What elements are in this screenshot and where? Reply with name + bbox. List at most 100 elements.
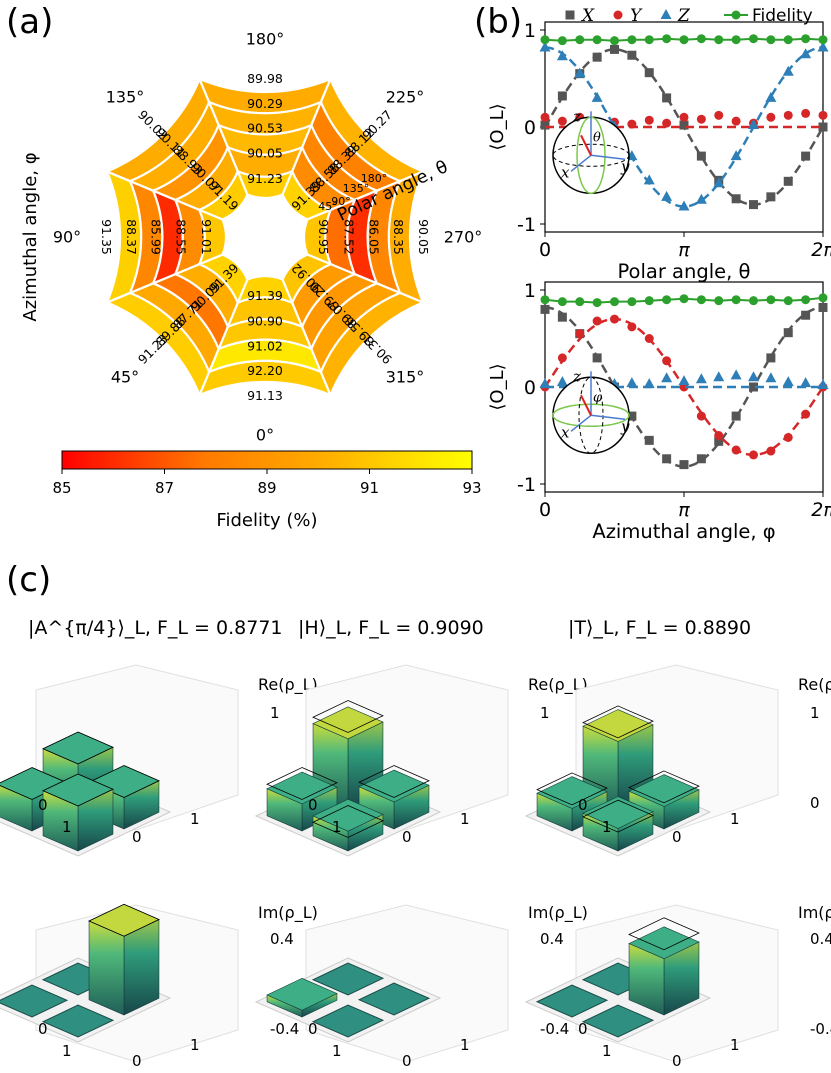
- data-point: [731, 35, 741, 45]
- polar-cell-label: 88.37: [124, 219, 139, 255]
- data-point: [731, 411, 741, 421]
- data-point: [766, 35, 776, 45]
- colorbar-tick-label: 91: [360, 479, 379, 497]
- data-point: [713, 177, 725, 188]
- polar-cell-label: 90.95: [316, 219, 331, 255]
- polar-cell-label: 86.05: [367, 219, 382, 255]
- x-tick-label: 0: [539, 499, 551, 521]
- bar3d-ideal-outline: [0, 767, 68, 800]
- x-tick-label: π: [678, 499, 690, 521]
- data-point: [801, 295, 811, 305]
- data-point: [783, 328, 793, 338]
- bar3d-ideal-outline: [358, 765, 430, 798]
- data-point: [766, 295, 776, 305]
- bar3d-ideal-outline: [42, 773, 114, 807]
- density-matrix-H: |H⟩_L, F_L = 0.9090Re(ρ_L)100101Im(ρ_L)0…: [254, 617, 588, 1070]
- basis-tick-label: 1: [730, 1036, 740, 1054]
- data-point: [574, 67, 586, 78]
- data-point: [714, 110, 724, 120]
- data-point: [783, 35, 793, 45]
- data-point: [644, 115, 654, 125]
- data-point: [695, 373, 707, 384]
- bloch-axis-x: [570, 154, 592, 172]
- data-point: [765, 372, 777, 383]
- data-point: [610, 314, 619, 324]
- data-point: [765, 91, 777, 102]
- bloch-axis-y: [590, 414, 626, 421]
- bar3d-ideal-outline: [536, 772, 608, 806]
- z-tick-label: -0.4: [810, 1020, 831, 1038]
- data-point: [557, 353, 567, 363]
- data-point: [626, 377, 638, 388]
- z-tick-label: 1: [540, 704, 550, 722]
- data-point: [540, 35, 550, 45]
- bloch-angle: φ: [593, 390, 603, 405]
- data-point: [783, 432, 793, 442]
- polar-cell-label: 91.35: [99, 219, 114, 255]
- polar-cell-label: 91.02: [247, 339, 283, 354]
- data-point: [627, 119, 637, 129]
- y-axis-label: ⟨O_L⟩: [487, 363, 508, 410]
- polar-tick-label: 135°: [343, 182, 370, 195]
- bloch-axis-y: [590, 154, 626, 161]
- data-point: [592, 298, 602, 308]
- data-point: [592, 52, 602, 62]
- data-point: [679, 460, 689, 470]
- basis-tick-label: 0: [308, 796, 318, 814]
- y-tick-label: -1: [517, 214, 536, 236]
- bar3d-ideal-outline: [88, 765, 160, 798]
- bar3d-ideal-outline: [312, 805, 384, 838]
- bar3d-ideal-outline: [582, 799, 654, 833]
- bar3d-flat: [311, 1004, 385, 1038]
- polar-cell-label: 88.55: [174, 219, 189, 255]
- data-point: [557, 116, 567, 126]
- data-point: [749, 450, 758, 460]
- polar-cell-label: 90.05: [416, 219, 431, 255]
- azimuthal-axis-label: Azimuthal angle, φ: [20, 152, 41, 321]
- polar-cell-label: 91.13: [247, 388, 283, 403]
- data-point: [766, 446, 776, 456]
- data-point: [696, 151, 706, 161]
- data-point: [644, 296, 654, 306]
- data-point: [644, 334, 654, 343]
- re-axis-label: Re(ρ_L): [528, 675, 588, 695]
- data-point: [696, 114, 706, 124]
- bar3d-top: [312, 706, 384, 740]
- data-point: [662, 454, 672, 464]
- data-point: [801, 108, 811, 118]
- data-point: [783, 176, 793, 186]
- data-point: [557, 91, 567, 101]
- z-tick-label: 0: [810, 794, 820, 812]
- data-point: [610, 36, 619, 46]
- bar3d-flat: [357, 982, 431, 1016]
- colorbar-label: Fidelity (%): [216, 510, 317, 531]
- data-point: [731, 10, 741, 20]
- data-point: [644, 435, 654, 445]
- im-axis-label: Im(ρ_L): [528, 903, 588, 923]
- data-point: [557, 297, 567, 307]
- data-point: [627, 35, 637, 45]
- bar3d-front: [0, 785, 33, 832]
- y-tick-label: 0: [524, 117, 536, 139]
- panel-label-b: (b): [474, 2, 523, 42]
- data-point: [661, 190, 673, 201]
- basis-tick-label: 1: [730, 810, 740, 828]
- data-point: [817, 379, 829, 390]
- legend: X Y Z Fidelity: [565, 6, 813, 26]
- state-title: |T⟩_L, F_L = 0.8890: [568, 617, 751, 639]
- data-point: [766, 192, 776, 202]
- data-point: [801, 34, 811, 44]
- bar3d-top: [628, 774, 700, 807]
- polar-tick-label: 180°: [361, 172, 388, 185]
- data-point: [557, 312, 567, 322]
- z-tick-label: -0.4: [270, 1020, 299, 1038]
- density-matrix-A: |A^{π/4}⟩_L, F_L = 0.8771Re(ρ_L)100101Im…: [0, 617, 318, 1070]
- data-point: [592, 353, 602, 363]
- z-tick-label: 1: [810, 704, 820, 722]
- polar-cell-label: 87.52: [342, 219, 357, 255]
- bar3d-front: [88, 920, 125, 1016]
- data-point: [662, 118, 672, 128]
- polar-cell-label: 88.35: [391, 219, 406, 255]
- basis-tick-label: 0: [308, 1020, 318, 1038]
